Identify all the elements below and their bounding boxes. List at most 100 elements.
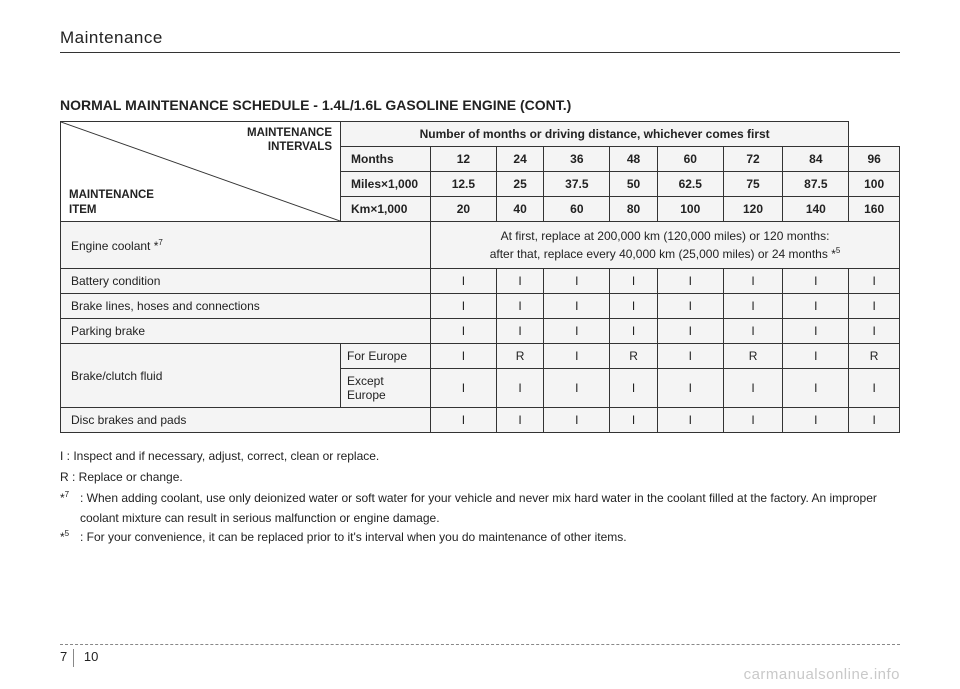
unit-label: Months — [341, 147, 431, 172]
diag-bot: MAINTENANCE ITEM — [69, 188, 154, 217]
page-number: 10 — [84, 649, 98, 664]
item-cell: I — [783, 319, 849, 344]
item-cell: I — [431, 344, 497, 369]
item-cell: I — [496, 408, 544, 433]
item-cell: I — [783, 294, 849, 319]
diag-top-2: INTERVALS — [268, 141, 332, 153]
unit-value: 36 — [544, 147, 610, 172]
footer-numbers: 7 10 — [60, 649, 900, 667]
unit-value: 20 — [431, 197, 497, 222]
item-cell: R — [610, 344, 658, 369]
unit-value: 84 — [783, 147, 849, 172]
item-cell: I — [783, 269, 849, 294]
item-cell: I — [723, 408, 783, 433]
item-cell: I — [657, 369, 723, 408]
unit-value: 48 — [610, 147, 658, 172]
item-cell: I — [544, 319, 610, 344]
diag-bot-2: ITEM — [69, 204, 96, 216]
item-cell: I — [544, 269, 610, 294]
item-row: Engine coolant *7At first, replace at 20… — [61, 222, 900, 269]
unit-value: 60 — [657, 147, 723, 172]
item-cell: I — [496, 319, 544, 344]
item-cell: I — [544, 369, 610, 408]
diag-top: MAINTENANCE INTERVALS — [247, 126, 332, 155]
item-cell: I — [610, 319, 658, 344]
item-cell: I — [431, 369, 497, 408]
note-i: I : Inspect and if necessary, adjust, co… — [60, 447, 900, 466]
unit-value: 60 — [544, 197, 610, 222]
item-row: Parking brakeIIIIIIII — [61, 319, 900, 344]
watermark: carmanualsonline.info — [744, 666, 900, 683]
section-number: 7 — [60, 649, 67, 664]
item-cell: I — [723, 294, 783, 319]
item-cell: I — [496, 369, 544, 408]
item-cell: I — [849, 269, 900, 294]
item-row: Brake lines, hoses and connectionsIIIIII… — [61, 294, 900, 319]
footnote-5: *5 : For your convenience, it can be rep… — [60, 528, 900, 547]
item-cell: I — [657, 344, 723, 369]
item-cell: I — [610, 369, 658, 408]
unit-value: 75 — [723, 172, 783, 197]
footer-dash — [60, 644, 900, 645]
item-sublabel: For Europe — [341, 344, 431, 369]
banner-cell: Number of months or driving distance, wh… — [341, 122, 849, 147]
item-cell: I — [783, 369, 849, 408]
item-cell: R — [496, 344, 544, 369]
unit-value: 80 — [610, 197, 658, 222]
unit-value: 87.5 — [783, 172, 849, 197]
item-span-note: At first, replace at 200,000 km (120,000… — [431, 222, 900, 269]
unit-value: 160 — [849, 197, 900, 222]
item-cell: I — [431, 408, 497, 433]
footnote-7-text: : When adding coolant, use only deionize… — [80, 489, 900, 527]
unit-label: Miles×1,000 — [341, 172, 431, 197]
unit-value: 96 — [849, 147, 900, 172]
item-cell: I — [849, 319, 900, 344]
item-cell: I — [723, 369, 783, 408]
item-cell: R — [849, 344, 900, 369]
item-cell: I — [431, 294, 497, 319]
item-cell: I — [544, 294, 610, 319]
item-cell: I — [657, 319, 723, 344]
item-cell: I — [849, 369, 900, 408]
item-cell: I — [544, 344, 610, 369]
header-row-1: MAINTENANCE INTERVALS MAINTENANCE ITEM N… — [61, 122, 900, 147]
item-row: Disc brakes and padsIIIIIIII — [61, 408, 900, 433]
item-label: Battery condition — [61, 269, 431, 294]
item-cell: I — [783, 344, 849, 369]
unit-value: 72 — [723, 147, 783, 172]
notes-block: I : Inspect and if necessary, adjust, co… — [60, 447, 900, 547]
item-cell: I — [723, 269, 783, 294]
item-cell: I — [657, 294, 723, 319]
item-sublabel: Except Europe — [341, 369, 431, 408]
page-title: NORMAL MAINTENANCE SCHEDULE - 1.4L/1.6L … — [60, 97, 900, 113]
item-cell: I — [657, 408, 723, 433]
item-cell: I — [496, 269, 544, 294]
header-title: Maintenance — [60, 28, 163, 47]
footnote-7-mark: *7 — [60, 489, 80, 527]
item-cell: I — [610, 269, 658, 294]
item-cell: I — [849, 294, 900, 319]
item-label: Parking brake — [61, 319, 431, 344]
unit-value: 140 — [783, 197, 849, 222]
item-row: Battery conditionIIIIIIII — [61, 269, 900, 294]
maintenance-table: MAINTENANCE INTERVALS MAINTENANCE ITEM N… — [60, 121, 900, 433]
item-cell: I — [849, 408, 900, 433]
item-label: Engine coolant *7 — [61, 222, 431, 269]
footnote-5-mark: *5 — [60, 528, 80, 547]
diagonal-header-cell: MAINTENANCE INTERVALS MAINTENANCE ITEM — [61, 122, 341, 222]
unit-value: 120 — [723, 197, 783, 222]
unit-value: 12 — [431, 147, 497, 172]
unit-value: 25 — [496, 172, 544, 197]
item-label: Disc brakes and pads — [61, 408, 431, 433]
page-footer: 7 10 — [60, 644, 900, 667]
unit-value: 62.5 — [657, 172, 723, 197]
diag-bot-1: MAINTENANCE — [69, 189, 154, 201]
unit-value: 37.5 — [544, 172, 610, 197]
diag-top-1: MAINTENANCE — [247, 127, 332, 139]
footnote-5-text: : For your convenience, it can be replac… — [80, 528, 900, 547]
unit-value: 24 — [496, 147, 544, 172]
item-cell: I — [431, 269, 497, 294]
unit-value: 50 — [610, 172, 658, 197]
page: Maintenance NORMAL MAINTENANCE SCHEDULE … — [0, 0, 960, 689]
item-label: Brake lines, hoses and connections — [61, 294, 431, 319]
